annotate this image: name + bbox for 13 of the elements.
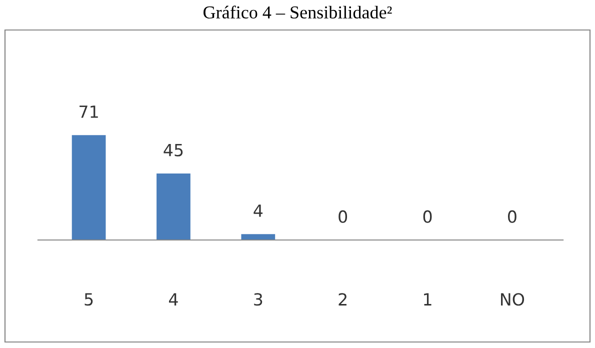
x-tick-label: 2 — [338, 293, 346, 306]
x-tick-label: 1 — [424, 293, 432, 306]
data-label: 4 — [254, 204, 263, 217]
x-tick-label: NO — [501, 293, 524, 306]
x-tick-label: 4 — [168, 293, 178, 306]
data-label: 71 — [80, 106, 98, 118]
data-label: 0 — [423, 210, 432, 223]
chart-title: Gráfico 4 – Sensibilidade² — [204, 6, 392, 19]
data-label: 0 — [338, 210, 348, 223]
data-label: 0 — [508, 210, 516, 223]
x-tick-label: 3 — [254, 293, 262, 306]
x-tick-label: 5 — [84, 293, 93, 306]
data-label: 45 — [164, 144, 183, 156]
